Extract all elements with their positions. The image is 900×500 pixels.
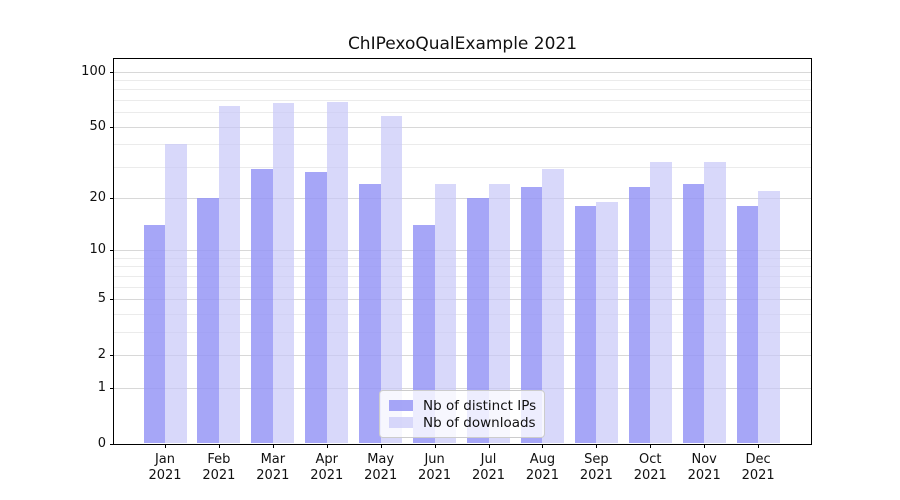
y-tick-label-2: 2 (97, 346, 106, 362)
bar-downloads-jun-2021 (434, 184, 457, 444)
x-tick-label-dec-2021: Dec 2021 (741, 452, 775, 483)
gridline-1 (114, 387, 811, 389)
gridline-50 (114, 126, 811, 128)
legend-label-downloads: Nb of downloads (423, 414, 536, 431)
gridline-30 (114, 166, 811, 168)
y-tick-label-0: 0 (97, 435, 106, 451)
bar-downloads-dec-2021 (758, 190, 780, 444)
x-tick-sep-2021 (596, 444, 598, 448)
y-tick-label-20: 20 (89, 190, 106, 206)
bar-downloads-may-2021 (380, 116, 403, 444)
bar-downloads-aug-2021 (542, 169, 564, 444)
bar-downloads-jan-2021 (165, 144, 187, 444)
gridline-9 (114, 257, 811, 259)
bar-ips-jul-2021 (467, 198, 489, 444)
x-tick-label-oct-2021: Oct 2021 (633, 452, 667, 483)
x-tick-label-sep-2021: Sep 2021 (579, 452, 613, 483)
y-tick-0 (110, 443, 114, 445)
x-tick-label-aug-2021: Aug 2021 (525, 452, 559, 483)
bar-ips-aug-2021 (520, 187, 543, 444)
legend-label-distinct-ips: Nb of distinct IPs (423, 397, 537, 414)
x-tick-label-jan-2021: Jan 2021 (148, 452, 182, 483)
y-tick-label-1: 1 (97, 379, 106, 395)
x-tick-label-may-2021: May 2021 (364, 452, 398, 483)
bar-ips-jan-2021 (143, 225, 165, 444)
legend: Nb of distinct IPs Nb of downloads (379, 390, 545, 438)
x-tick-apr-2021 (326, 444, 328, 448)
gridline-10 (114, 250, 811, 252)
legend-item-distinct-ips: Nb of distinct IPs (389, 397, 537, 414)
bar-ips-may-2021 (359, 184, 381, 444)
x-tick-may-2021 (380, 444, 382, 448)
chart-title: ChIPexoQualExample 2021 (347, 34, 578, 54)
bar-downloads-sep-2021 (596, 202, 618, 444)
x-tick-label-mar-2021: Mar 2021 (256, 452, 290, 483)
x-tick-label-jul-2021: Jul 2021 (471, 452, 506, 483)
bar-downloads-nov-2021 (704, 161, 726, 444)
gridline-4 (114, 313, 811, 315)
x-tick-label-nov-2021: Nov 2021 (687, 452, 721, 483)
gridline-80 (114, 89, 811, 91)
bar-downloads-apr-2021 (326, 102, 349, 444)
x-tick-mar-2021 (272, 444, 274, 448)
bar-downloads-oct-2021 (650, 161, 672, 444)
x-tick-dec-2021 (758, 444, 760, 448)
gridline-90 (114, 79, 811, 81)
gridline-60 (114, 112, 811, 114)
bar-ips-feb-2021 (197, 198, 219, 444)
y-tick-label-50: 50 (89, 118, 106, 134)
x-tick-aug-2021 (542, 444, 544, 448)
bar-ips-mar-2021 (251, 169, 273, 444)
bar-downloads-feb-2021 (218, 105, 241, 444)
gridline-100 (114, 71, 811, 73)
x-tick-label-feb-2021: Feb 2021 (202, 452, 236, 483)
legend-swatch-distinct-ips (389, 400, 413, 411)
bar-ips-dec-2021 (736, 206, 759, 444)
gridline-6 (114, 286, 811, 288)
x-tick-oct-2021 (650, 444, 652, 448)
gridline-2 (114, 354, 811, 356)
plot-area (114, 59, 811, 444)
x-tick-jan-2021 (165, 444, 166, 448)
x-tick-jun-2021 (434, 444, 436, 448)
x-tick-label-apr-2021: Apr 2021 (310, 452, 344, 483)
y-tick-label-10: 10 (89, 242, 106, 258)
gridline-5 (114, 299, 811, 301)
x-tick-nov-2021 (704, 444, 706, 448)
gridline-40 (114, 144, 811, 146)
bar-ips-oct-2021 (628, 187, 651, 444)
legend-item-downloads: Nb of downloads (389, 414, 536, 431)
legend-swatch-downloads (389, 417, 413, 428)
y-tick-label-100: 100 (81, 63, 106, 79)
bar-ips-jun-2021 (413, 225, 435, 444)
gridline-20 (114, 198, 811, 200)
gridline-3 (114, 331, 811, 333)
bar-ips-nov-2021 (682, 184, 705, 444)
bar-downloads-mar-2021 (272, 103, 295, 444)
bar-downloads-jul-2021 (488, 184, 511, 444)
x-tick-jul-2021 (488, 444, 490, 448)
gridline-70 (114, 99, 811, 101)
x-tick-label-jun-2021: Jun 2021 (418, 452, 452, 483)
bar-ips-apr-2021 (305, 172, 327, 444)
gridline-8 (114, 266, 811, 268)
gridline-7 (114, 275, 811, 277)
bar-ips-sep-2021 (574, 206, 597, 444)
x-tick-feb-2021 (218, 444, 220, 448)
y-tick-label-5: 5 (97, 291, 106, 307)
